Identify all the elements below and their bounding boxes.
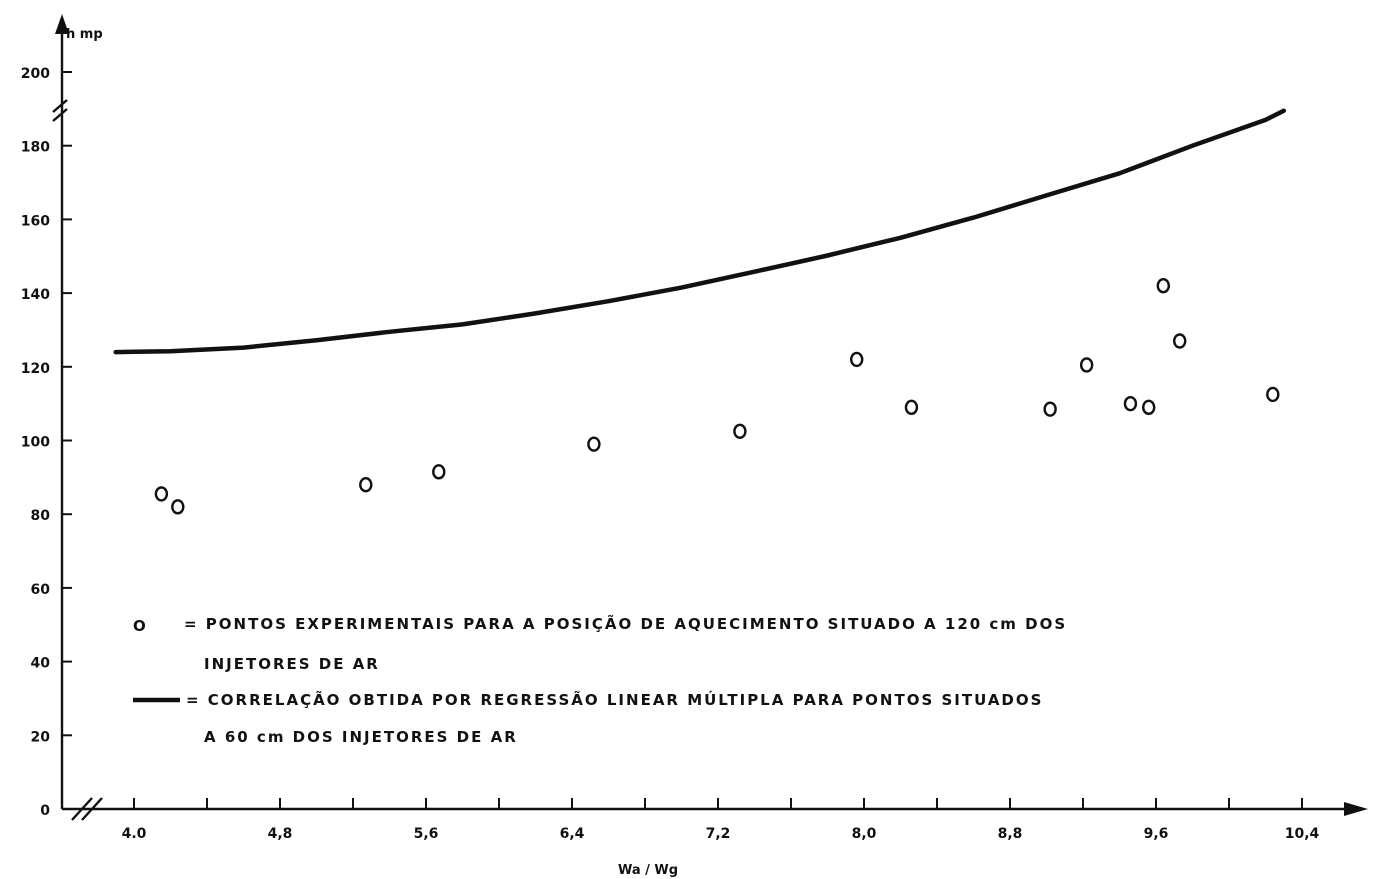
y-tick-label: 160 — [21, 213, 50, 229]
experimental-point — [1173, 333, 1187, 349]
x-tick-label: 7,2 — [706, 826, 731, 842]
y-tick-label: 0 — [40, 803, 50, 819]
x-tick-label: 6,4 — [560, 826, 585, 842]
legend-symbol-points: O — [133, 617, 148, 635]
x-axis-title: Wa / Wg — [618, 863, 678, 878]
x-axis-arrow — [1344, 802, 1368, 816]
experimental-point — [733, 423, 747, 439]
experimental-point — [1043, 401, 1057, 417]
experimental-point — [171, 499, 185, 515]
y-tick-label: 140 — [21, 287, 50, 303]
experimental-point — [1156, 278, 1171, 294]
x-tick-label: 4,8 — [268, 826, 293, 842]
y-tick-label: 100 — [21, 435, 50, 451]
y-axis-break-mark — [52, 99, 68, 113]
experimental-point — [587, 436, 601, 452]
x-tick-label: 8,0 — [852, 826, 877, 842]
legend-points-text: = PONTOS EXPERIMENTAIS PARA A POSIÇÃO DE… — [184, 614, 1067, 633]
y-tick-label: 80 — [31, 508, 51, 524]
y-tick-label: 60 — [31, 582, 51, 598]
x-tick-label: 4.0 — [122, 826, 147, 842]
experimental-point — [359, 477, 373, 493]
experimental-point — [432, 464, 446, 480]
experimental-point — [1141, 399, 1156, 416]
x-axis-break-mark — [71, 797, 93, 821]
experimental-point — [850, 351, 864, 368]
experimental-point — [1266, 386, 1280, 403]
y-axis-arrow — [55, 14, 69, 34]
x-tick-label: 5,6 — [414, 826, 439, 842]
curve-layer — [113, 108, 1287, 355]
y-tick-label: 180 — [21, 140, 50, 156]
ticks: 0 20 40 60 80 100 120 140 160 180 200 4.0 4,8 5,6 6,4 7… — [21, 66, 1320, 842]
experimental-point — [154, 486, 169, 502]
y-tick-label: 120 — [21, 361, 50, 377]
y-tick-label: 200 — [21, 66, 50, 82]
x-axis-break-mark — [81, 797, 103, 821]
y-axis-title: h mp — [66, 27, 103, 42]
legend: O = PONTOS EXPERIMENTAIS PARA A POSIÇÃO D… — [133, 614, 1067, 746]
point-layer — [154, 278, 1280, 515]
legend-line-text: = CORRELAÇÃO OBTIDA POR REGRESSÃO LINEAR… — [186, 690, 1043, 709]
x-tick-label: 9,6 — [1144, 826, 1169, 842]
legend-line-text: A 60 cm DOS INJETORES DE AR — [204, 728, 518, 746]
axes — [52, 14, 1368, 821]
x-tick-label: 10,4 — [1285, 826, 1320, 842]
x-tick-label: 8,8 — [998, 826, 1023, 842]
experimental-point — [1123, 395, 1138, 412]
regression-curve — [113, 108, 1287, 355]
experimental-point — [1079, 357, 1094, 373]
y-tick-label: 40 — [31, 656, 51, 672]
y-tick-label: 20 — [31, 729, 51, 745]
legend-points-text: INJETORES DE AR — [204, 655, 380, 673]
experimental-point — [904, 399, 919, 416]
y-axis-break-mark — [52, 108, 68, 122]
